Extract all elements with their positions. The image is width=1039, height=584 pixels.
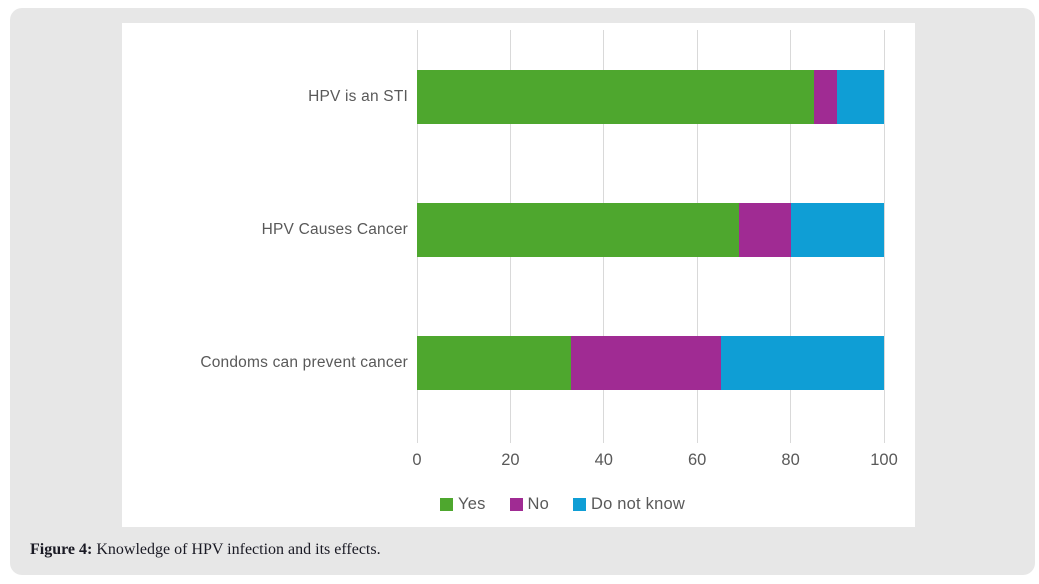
bar-stack xyxy=(417,69,884,124)
bar-segment-yes xyxy=(417,202,740,257)
legend-swatch-icon xyxy=(509,498,523,511)
bar-row xyxy=(417,30,884,163)
x-axis-label-60: 60 xyxy=(688,451,707,469)
gridline-100 xyxy=(883,30,885,430)
x-axis-label-100: 100 xyxy=(870,451,898,469)
legend-label: No xyxy=(527,495,550,513)
x-axis-label-20: 20 xyxy=(501,451,520,469)
axis-tick-0 xyxy=(416,430,418,443)
category-label: HPV Causes Cancer xyxy=(261,220,408,238)
bar-row xyxy=(417,297,884,430)
figure-caption: Figure 4: Knowledge of HPV infection and… xyxy=(30,541,381,559)
legend-label: Yes xyxy=(458,495,486,513)
bar-stack xyxy=(417,336,884,391)
bar-segment-no xyxy=(571,336,721,391)
x-axis-label-0: 0 xyxy=(412,451,422,469)
bar-segment-no xyxy=(739,202,791,257)
bar-stack xyxy=(417,202,884,257)
bar-row xyxy=(417,163,884,296)
chart-panel: HPV is an STI HPV Causes Cancer Condoms ca… xyxy=(122,23,915,527)
bar-segment-do-not-know xyxy=(720,336,884,391)
bars-layer xyxy=(417,30,884,430)
x-axis-label-80: 80 xyxy=(781,451,800,469)
figure-caption-label: Figure 4: xyxy=(30,541,93,558)
legend-label: Do not know xyxy=(591,495,685,513)
axis-tick-20 xyxy=(509,430,511,443)
legend-item-yes: Yes xyxy=(440,495,486,514)
legend-swatch-icon xyxy=(440,498,453,511)
category-label: HPV is an STI xyxy=(308,87,408,105)
bar-segment-yes xyxy=(417,69,814,124)
axis-tick-100 xyxy=(883,430,885,443)
axis-tick-80 xyxy=(790,430,792,443)
figure-card: HPV is an STI HPV Causes Cancer Condoms ca… xyxy=(10,8,1035,575)
plot-area xyxy=(416,30,885,443)
legend-item-do-not-know: Do not know xyxy=(573,495,685,514)
bar-segment-no xyxy=(813,69,838,124)
legend: Yes No Do not know xyxy=(440,495,685,514)
category-axis: HPV is an STI HPV Causes Cancer Condoms ca… xyxy=(122,30,408,430)
axis-tick-60 xyxy=(696,430,698,443)
figure-caption-text: Knowledge of HPV infection and its effec… xyxy=(92,541,381,558)
legend-item-no: No xyxy=(509,495,550,514)
bar-segment-yes xyxy=(417,336,572,391)
axis-tick-40 xyxy=(603,430,605,443)
legend-swatch-icon xyxy=(573,498,587,511)
category-label: Condoms can prevent cancer xyxy=(200,354,408,372)
x-axis: 0 20 40 60 80 100 xyxy=(412,451,897,473)
x-axis-label-40: 40 xyxy=(594,451,613,469)
bar-segment-do-not-know xyxy=(790,202,884,257)
bar-segment-do-not-know xyxy=(837,69,884,124)
